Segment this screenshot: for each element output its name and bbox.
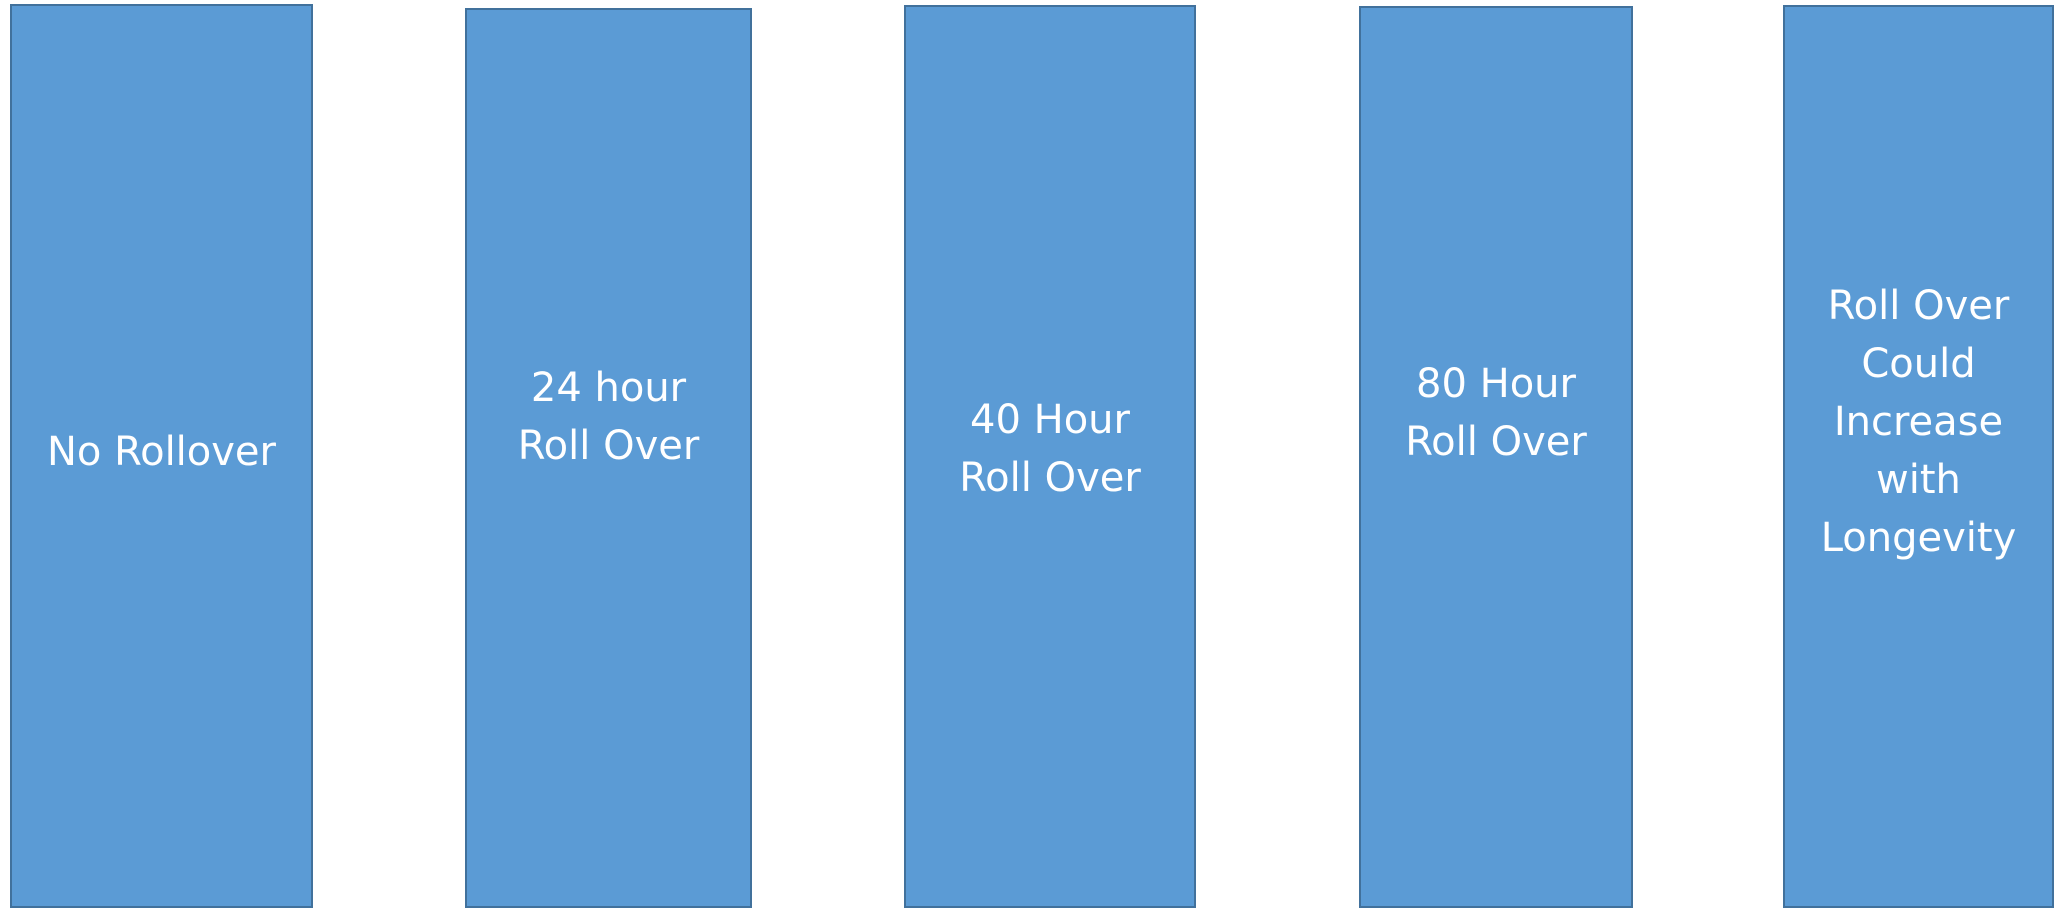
box-label-24-hour-roll-over: 24 hour Roll Over — [517, 365, 700, 469]
box-no-rollover: No Rollover — [10, 4, 313, 908]
box-24-hour-roll-over: 24 hour Roll Over — [465, 8, 752, 908]
box-label-40-hour-roll-over: 40 Hour Roll Over — [959, 396, 1141, 501]
box-label-no-rollover: No Rollover — [46, 429, 276, 475]
box-80-hour-roll-over: 80 Hour Roll Over — [1359, 6, 1633, 908]
box-label-roll-over-longevity: Roll Over Could Increase with Longevity — [1820, 282, 2017, 561]
box-40-hour-roll-over: 40 Hour Roll Over — [904, 5, 1196, 908]
box-label-80-hour-roll-over: 80 Hour Roll Over — [1405, 361, 1587, 465]
box-roll-over-longevity: Roll Over Could Increase with Longevity — [1783, 5, 2054, 908]
